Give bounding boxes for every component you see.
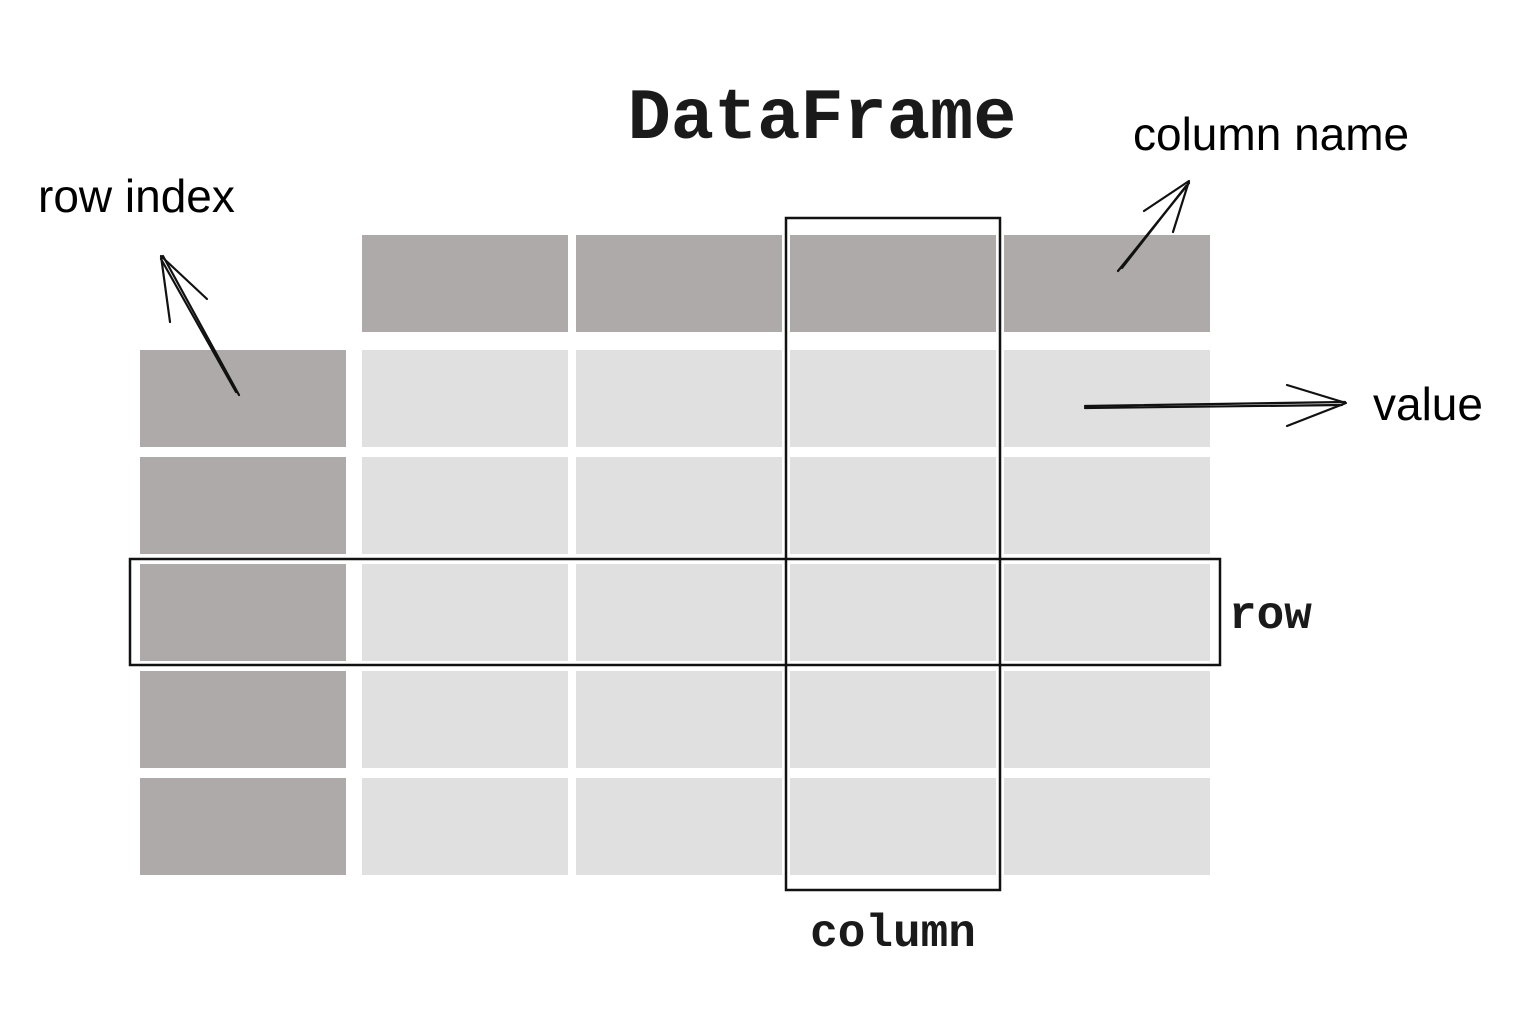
column-name-label: column name xyxy=(1133,108,1409,160)
value-cell-r5-c4 xyxy=(1004,778,1210,875)
row-index-cell-4 xyxy=(140,671,346,768)
value-cell-r4-c4 xyxy=(1004,671,1210,768)
row-index-arrow xyxy=(159,254,241,397)
value-cell-r5-c3 xyxy=(790,778,996,875)
row-index-cell-1 xyxy=(140,350,346,447)
value-cell-r2-c4 xyxy=(1004,457,1210,554)
value-cell-r3-c1 xyxy=(362,564,568,661)
row-index-label: row index xyxy=(38,170,235,222)
dataframe-grid xyxy=(140,235,1210,875)
value-cell-r3-c3 xyxy=(790,564,996,661)
value-cell-r1-c2 xyxy=(576,350,782,447)
value-cell-r2-c1 xyxy=(362,457,568,554)
value-cell-r4-c1 xyxy=(362,671,568,768)
value-cell-r1-c3 xyxy=(790,350,996,447)
value-cell-r4-c2 xyxy=(576,671,782,768)
value-cell-r2-c3 xyxy=(790,457,996,554)
value-cell-r5-c1 xyxy=(362,778,568,875)
column-header-cell-4 xyxy=(1004,235,1210,332)
row-highlight-box xyxy=(128,557,1222,667)
row-index-cell-5 xyxy=(140,778,346,875)
value-label: value xyxy=(1373,378,1483,430)
column-highlight-box xyxy=(784,216,1002,892)
value-cell-r1-c1 xyxy=(362,350,568,447)
row-label: row xyxy=(1229,590,1312,642)
column-label: column xyxy=(810,908,976,960)
column-header-cell-2 xyxy=(576,235,782,332)
row-index-cell-3 xyxy=(140,564,346,661)
value-cell-r5-c2 xyxy=(576,778,782,875)
value-cell-r3-c2 xyxy=(576,564,782,661)
diagram-title: DataFrame xyxy=(628,78,1017,160)
value-cell-r3-c4 xyxy=(1004,564,1210,661)
value-cell-r1-c4 xyxy=(1004,350,1210,447)
value-cell-r2-c2 xyxy=(576,457,782,554)
value-cell-r4-c3 xyxy=(790,671,996,768)
value-arrow xyxy=(1083,383,1348,428)
column-header-cell-3 xyxy=(790,235,996,332)
row-index-cell-2 xyxy=(140,457,346,554)
column-name-arrow xyxy=(1116,179,1191,273)
column-header-cell-1 xyxy=(362,235,568,332)
